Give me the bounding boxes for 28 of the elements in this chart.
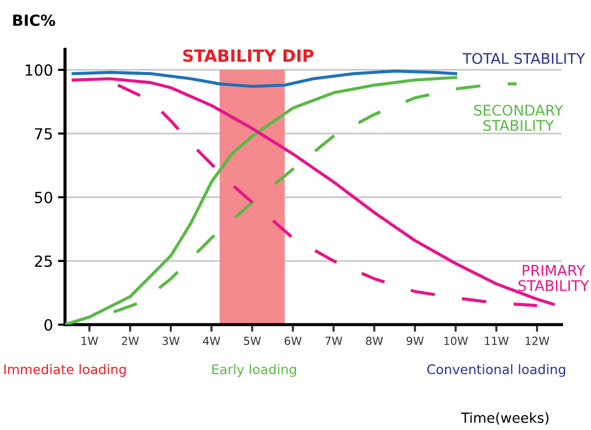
x-tick-label: 4W [203, 336, 220, 345]
x-tick-label: 12W [526, 336, 550, 345]
x-tick-label: 2W [122, 336, 139, 345]
x-axis-title: Time(weeks) [461, 412, 548, 425]
x-tick-label: 7W [325, 336, 342, 345]
x-tick-label: 10W [444, 336, 468, 346]
x-tick-label: 11W [485, 336, 509, 345]
chart-title: STABILITY DIP [183, 49, 314, 62]
y-tick-label: 25 [34, 255, 52, 267]
text: SECONDARY STABILITY [474, 104, 564, 131]
series-label: PRIMARY STABILITY [518, 265, 590, 292]
text: Conventional loading [427, 364, 566, 377]
x-tick-label: 5W [244, 336, 261, 346]
line-series [65, 76, 458, 325]
x-tick-label: 6W [284, 336, 302, 346]
x-tick-label: 1W [82, 336, 98, 345]
x-tick-label: 8W [366, 336, 383, 346]
x-tick-label: 3W [162, 336, 180, 346]
y-tick-label: 50 [34, 192, 52, 204]
y-tick-label: 0 [44, 319, 52, 331]
y-axis-title: BIC% [13, 14, 56, 26]
text: Immediate loading [4, 364, 126, 377]
x-tick-label: 9W [406, 336, 424, 346]
line-series [72, 70, 458, 88]
y-tick-label: 100 [26, 64, 52, 76]
series-label: TOTAL STABILITY [462, 52, 586, 64]
y-tick-label: 75 [35, 128, 52, 140]
text: Early loading [212, 364, 296, 377]
